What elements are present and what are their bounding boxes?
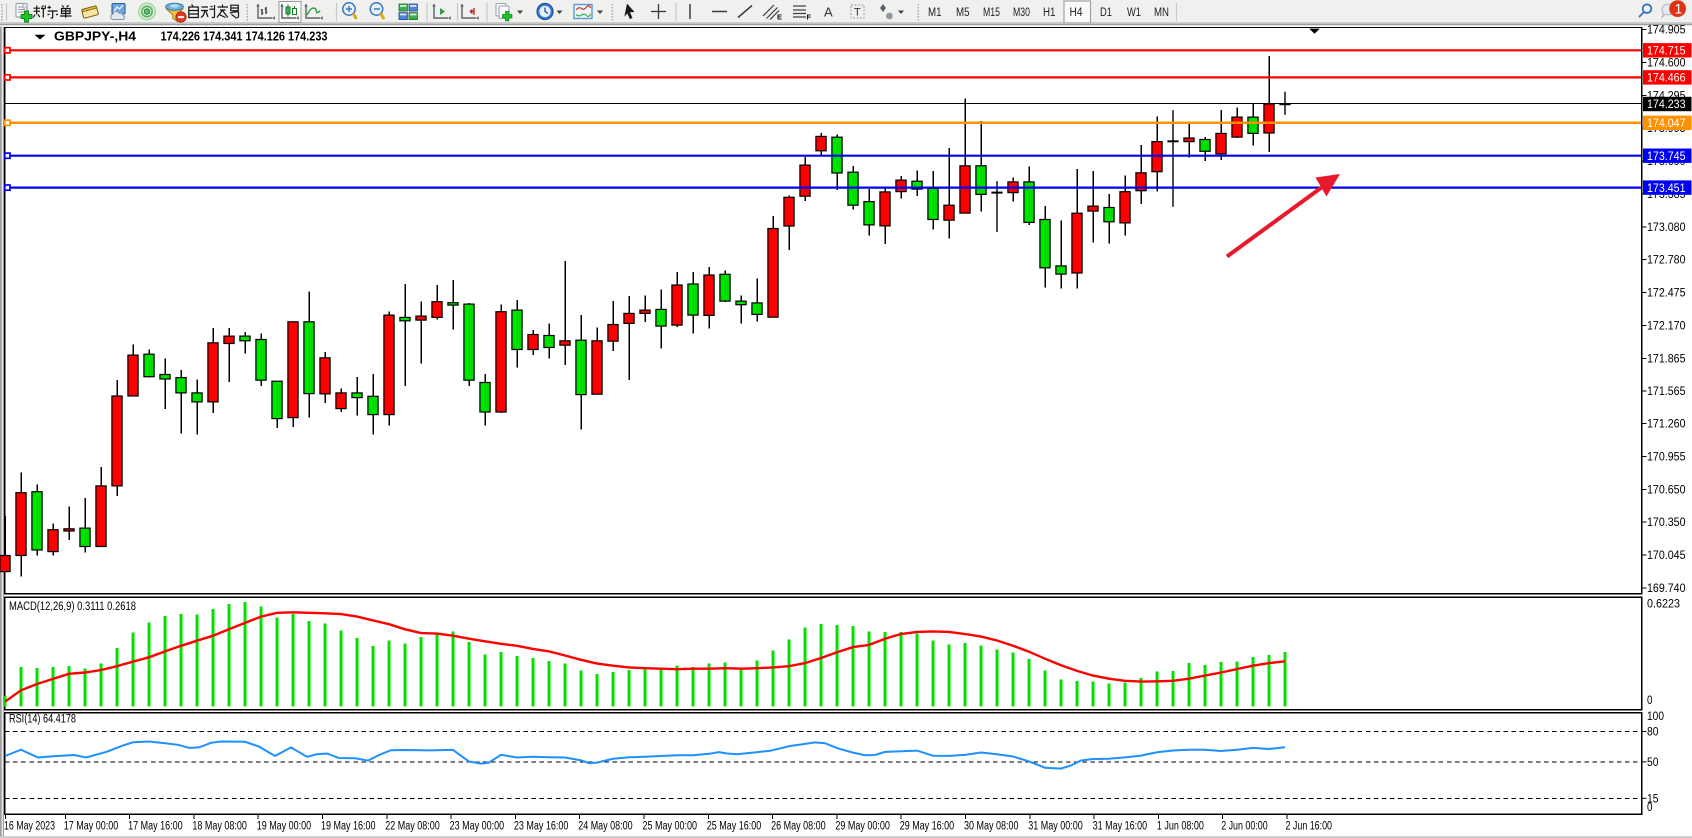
svg-text:22 May 08:00: 22 May 08:00 bbox=[385, 820, 440, 832]
svg-text:169.740: 169.740 bbox=[1647, 583, 1686, 595]
svg-text:RSI(14) 64.4178: RSI(14) 64.4178 bbox=[9, 714, 76, 726]
svg-text:170.350: 170.350 bbox=[1647, 517, 1686, 529]
svg-text:E: E bbox=[777, 13, 782, 22]
svg-text:2 Jun 16:00: 2 Jun 16:00 bbox=[1286, 820, 1333, 832]
svg-text:F: F bbox=[807, 13, 812, 22]
svg-text:17 May 16:00: 17 May 16:00 bbox=[128, 820, 183, 832]
svg-text:25 May 16:00: 25 May 16:00 bbox=[707, 820, 762, 832]
svg-text:174.715: 174.715 bbox=[1647, 46, 1686, 58]
svg-text:W1: W1 bbox=[1127, 7, 1141, 19]
svg-text:29 May 00:00: 29 May 00:00 bbox=[835, 820, 890, 832]
svg-text:D1: D1 bbox=[1100, 7, 1112, 19]
svg-text:M15: M15 bbox=[983, 7, 1000, 19]
svg-text:H1: H1 bbox=[1043, 7, 1056, 19]
svg-text:29 May 16:00: 29 May 16:00 bbox=[900, 820, 955, 832]
svg-text:174.905: 174.905 bbox=[1647, 25, 1686, 37]
svg-text:174.047: 174.047 bbox=[1647, 118, 1686, 130]
svg-text:25 May 00:00: 25 May 00:00 bbox=[643, 820, 698, 832]
svg-text:GBPJPY-,H4: GBPJPY-,H4 bbox=[54, 28, 137, 43]
svg-text:A: A bbox=[824, 5, 833, 20]
svg-text:1 Jun 08:00: 1 Jun 08:00 bbox=[1157, 820, 1204, 832]
svg-text:173.745: 173.745 bbox=[1647, 151, 1686, 163]
svg-text:24 May 08:00: 24 May 08:00 bbox=[578, 820, 633, 832]
svg-text:0: 0 bbox=[1647, 695, 1653, 707]
svg-text:2 Jun 00:00: 2 Jun 00:00 bbox=[1221, 820, 1268, 832]
svg-text:30 May 08:00: 30 May 08:00 bbox=[964, 820, 1019, 832]
svg-text:174.600: 174.600 bbox=[1647, 58, 1686, 70]
svg-text:19 May 00:00: 19 May 00:00 bbox=[257, 820, 312, 832]
svg-text:M30: M30 bbox=[1013, 7, 1030, 19]
svg-text:31 May 16:00: 31 May 16:00 bbox=[1093, 820, 1148, 832]
svg-text:174.226 174.341 174.126 174.23: 174.226 174.341 174.126 174.233 bbox=[161, 28, 328, 43]
svg-text:M5: M5 bbox=[956, 7, 970, 19]
svg-text:173.451: 173.451 bbox=[1647, 183, 1686, 195]
svg-text:170.045: 170.045 bbox=[1647, 550, 1686, 562]
svg-text:18 May 08:00: 18 May 08:00 bbox=[192, 820, 247, 832]
svg-text:171.865: 171.865 bbox=[1647, 353, 1686, 365]
svg-text:31 May 00:00: 31 May 00:00 bbox=[1028, 820, 1083, 832]
svg-text:170.955: 170.955 bbox=[1647, 452, 1686, 464]
svg-text:0.6223: 0.6223 bbox=[1647, 598, 1680, 610]
svg-text:23 May 00:00: 23 May 00:00 bbox=[450, 820, 505, 832]
svg-text:171.260: 171.260 bbox=[1647, 419, 1686, 431]
svg-text:172.780: 172.780 bbox=[1647, 254, 1686, 266]
svg-text:174.233: 174.233 bbox=[1647, 99, 1686, 111]
svg-text:16 May 2023: 16 May 2023 bbox=[4, 820, 55, 832]
svg-text:MN: MN bbox=[1154, 7, 1169, 19]
svg-text:T: T bbox=[854, 7, 861, 19]
svg-text:172.475: 172.475 bbox=[1647, 287, 1686, 299]
svg-text:H4: H4 bbox=[1070, 7, 1084, 19]
svg-text:15: 15 bbox=[1647, 793, 1659, 805]
svg-text:0: 0 bbox=[1647, 802, 1653, 814]
svg-text:MACD(12,26,9) 0.3111 0.2618: MACD(12,26,9) 0.3111 0.2618 bbox=[9, 601, 136, 613]
svg-text:171.565: 171.565 bbox=[1647, 386, 1686, 398]
svg-text:174.466: 174.466 bbox=[1647, 73, 1686, 85]
svg-text:50: 50 bbox=[1647, 757, 1659, 769]
svg-text:80: 80 bbox=[1647, 727, 1659, 739]
svg-text:17 May 00:00: 17 May 00:00 bbox=[64, 820, 119, 832]
svg-text:172.170: 172.170 bbox=[1647, 320, 1686, 332]
svg-text:26 May 08:00: 26 May 08:00 bbox=[771, 820, 826, 832]
svg-text:19 May 16:00: 19 May 16:00 bbox=[321, 820, 376, 832]
svg-text:100: 100 bbox=[1647, 711, 1664, 723]
svg-text:170.650: 170.650 bbox=[1647, 485, 1686, 497]
svg-text:1: 1 bbox=[1675, 1, 1683, 16]
svg-text:23 May 16:00: 23 May 16:00 bbox=[514, 820, 569, 832]
svg-text:173.080: 173.080 bbox=[1647, 222, 1686, 234]
svg-text:M1: M1 bbox=[928, 7, 942, 19]
